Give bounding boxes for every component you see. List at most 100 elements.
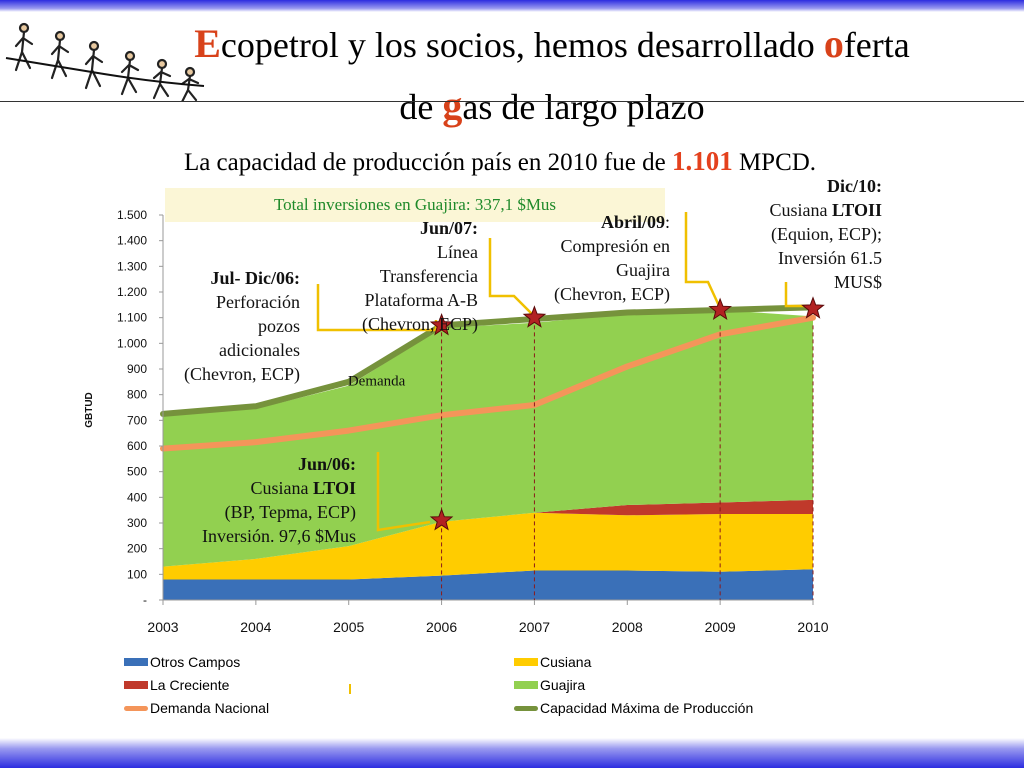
- legend-swatch: [124, 706, 148, 711]
- subtitle-unit: MPCD.: [732, 149, 817, 176]
- annotation-dic-10: Dic/10: Cusiana LTOII (Equion, ECP); Inv…: [724, 174, 882, 294]
- annotation-date: Jun/07:: [419, 218, 478, 238]
- annotation-line: (Equion, ECP);: [771, 224, 882, 244]
- y-tick-label: 1.400: [117, 234, 147, 248]
- subtitle-value: 1.101: [671, 146, 733, 176]
- x-tick-label: 2009: [705, 619, 736, 635]
- annotation-line: adicionales: [219, 340, 300, 360]
- annotation-line: Compresión en: [560, 236, 671, 256]
- axis-layer: - 100 200 300 400 500 600 700 800 900 1.000 1.100 1.…: [84, 208, 829, 635]
- x-tick-label: 2004: [240, 619, 271, 635]
- annotation-line: MUS$: [833, 272, 882, 292]
- subtitle-text: La capacidad de producción país en 2010 …: [183, 149, 672, 176]
- series-label-demanda: Demanda: [348, 374, 406, 390]
- y-tick-label: 1.000: [117, 336, 147, 350]
- annotation-line: Cusiana: [769, 200, 832, 220]
- y-tick-label: 1.300: [117, 259, 147, 273]
- legend-swatch: [514, 658, 538, 666]
- line-capacidad-máxima-de-producción: [160, 304, 816, 417]
- milestone-star-marker: [801, 296, 825, 319]
- legend-label: Otros Campos: [150, 654, 241, 670]
- title-divider: [0, 101, 1024, 102]
- y-tick-label: 100: [127, 567, 147, 581]
- legend-label: La Creciente: [150, 677, 230, 693]
- annotation-date: Jun/06:: [297, 454, 356, 474]
- investment-box: Total inversiones en Guajira: 337,1 $Mus: [165, 188, 665, 222]
- bottom-color-band: [0, 738, 1024, 768]
- annotation-date: Jul- Dic/06:: [210, 268, 301, 288]
- y-tick-label: 200: [127, 542, 147, 556]
- legend-label: Demanda Nacional: [150, 700, 270, 716]
- annotation-highlight: LTOII: [831, 200, 882, 220]
- milestone-star-marker: [429, 312, 454, 336]
- x-tick-label: 2008: [612, 619, 643, 635]
- top-color-band: [0, 0, 1024, 12]
- legend-label: Capacidad Máxima de Producción: [540, 700, 754, 716]
- callout-line-jun-06: [376, 452, 431, 532]
- area-la-creciente: [163, 499, 813, 567]
- callout-line-jun-07: [488, 238, 535, 317]
- y-tick-label: 400: [127, 490, 147, 504]
- annotation-line: (BP, Tepma, ECP): [224, 502, 356, 522]
- area-otros-campos: [163, 569, 813, 600]
- legend-swatch: [514, 681, 538, 689]
- callout-line-abril-09: [684, 212, 722, 309]
- annotation-highlight: LTOI: [312, 478, 356, 498]
- annotation-line: Plataforma A-B: [364, 290, 478, 310]
- y-tick-label: 900: [127, 362, 147, 376]
- title-initial-g: g: [442, 83, 463, 128]
- runners-logo: [5, 22, 205, 102]
- annotation-line: Inversión. 97,6 $Mus: [202, 526, 356, 546]
- x-tick-label: 2006: [426, 619, 457, 635]
- annotation-line: Línea: [437, 242, 478, 262]
- y-tick-label: 600: [127, 439, 147, 453]
- annotation-date: Abril/09: [600, 212, 665, 232]
- annotation-line: (Chevron, ECP): [362, 314, 478, 334]
- title-text-3: de: [399, 87, 443, 127]
- area-layer: Demanda: [160, 304, 816, 600]
- y-tick-label: 500: [127, 465, 147, 479]
- annotation-jul-dic-06: Jul- Dic/06: Perforación pozos adicional…: [160, 266, 300, 386]
- area-guajira: [163, 309, 813, 567]
- y-tick-label: 700: [127, 413, 147, 427]
- y-tick-label: -: [143, 593, 147, 607]
- legend-swatch: [124, 681, 148, 689]
- title-text-1: copetrol y los socios, hemos desarrollad…: [220, 25, 824, 65]
- x-tick-label: 2007: [519, 619, 550, 635]
- annotation-line: Perforación: [216, 292, 300, 312]
- annotation-line: Transferencia: [379, 266, 478, 286]
- y-tick-label: 1.200: [117, 285, 147, 299]
- y-tick-label: 300: [127, 516, 147, 530]
- milestone-star-marker: [522, 305, 547, 328]
- area-cusiana: [163, 512, 813, 580]
- annotation-jun-06: Jun/06: Cusiana LTOI (BP, Tepma, ECP) In…: [168, 452, 356, 548]
- milestone-star-marker: [708, 297, 732, 321]
- title-initial-e: E: [194, 21, 221, 66]
- x-tick-label: 2010: [797, 619, 828, 635]
- annotation-date: Dic/10:: [827, 176, 882, 196]
- annotation-date-tail: :: [664, 212, 670, 232]
- annotation-abril-09: Abril/09: Compresión en Guajira (Chevron…: [520, 210, 670, 306]
- callout-line-dic-10: [784, 282, 806, 308]
- legend-label: Guajira: [540, 677, 586, 693]
- annotation-line: (Chevron, ECP): [554, 284, 670, 304]
- title-line-2: de gas de largo plazo: [80, 83, 1024, 128]
- line-demanda-nacional: [160, 314, 816, 452]
- y-tick-label: 800: [127, 388, 147, 402]
- annotation-jun-07: Jun/07: Línea Transferencia Plataforma A…: [330, 216, 478, 336]
- title-line-1: Ecopetrol y los socios, hemos desarrolla…: [80, 21, 1024, 66]
- x-tick-label: 2003: [147, 619, 178, 635]
- investment-text: Total inversiones en Guajira: 337,1 $Mus: [273, 195, 557, 214]
- marker-layer: [429, 296, 825, 600]
- legend-label: Cusiana: [540, 654, 592, 670]
- subtitle: La capacidad de producción país en 2010 …: [0, 146, 1000, 177]
- y-axis-label: GBTUD: [84, 392, 95, 428]
- y-tick-label: 1.100: [117, 311, 147, 325]
- x-tick-label: 2005: [333, 619, 364, 635]
- title-text-4: as de largo plazo: [462, 87, 705, 127]
- title-initial-o: o: [823, 21, 844, 66]
- annotation-line: pozos: [258, 316, 300, 336]
- milestone-star-marker: [429, 507, 454, 531]
- annotation-line: Cusiana: [250, 478, 313, 498]
